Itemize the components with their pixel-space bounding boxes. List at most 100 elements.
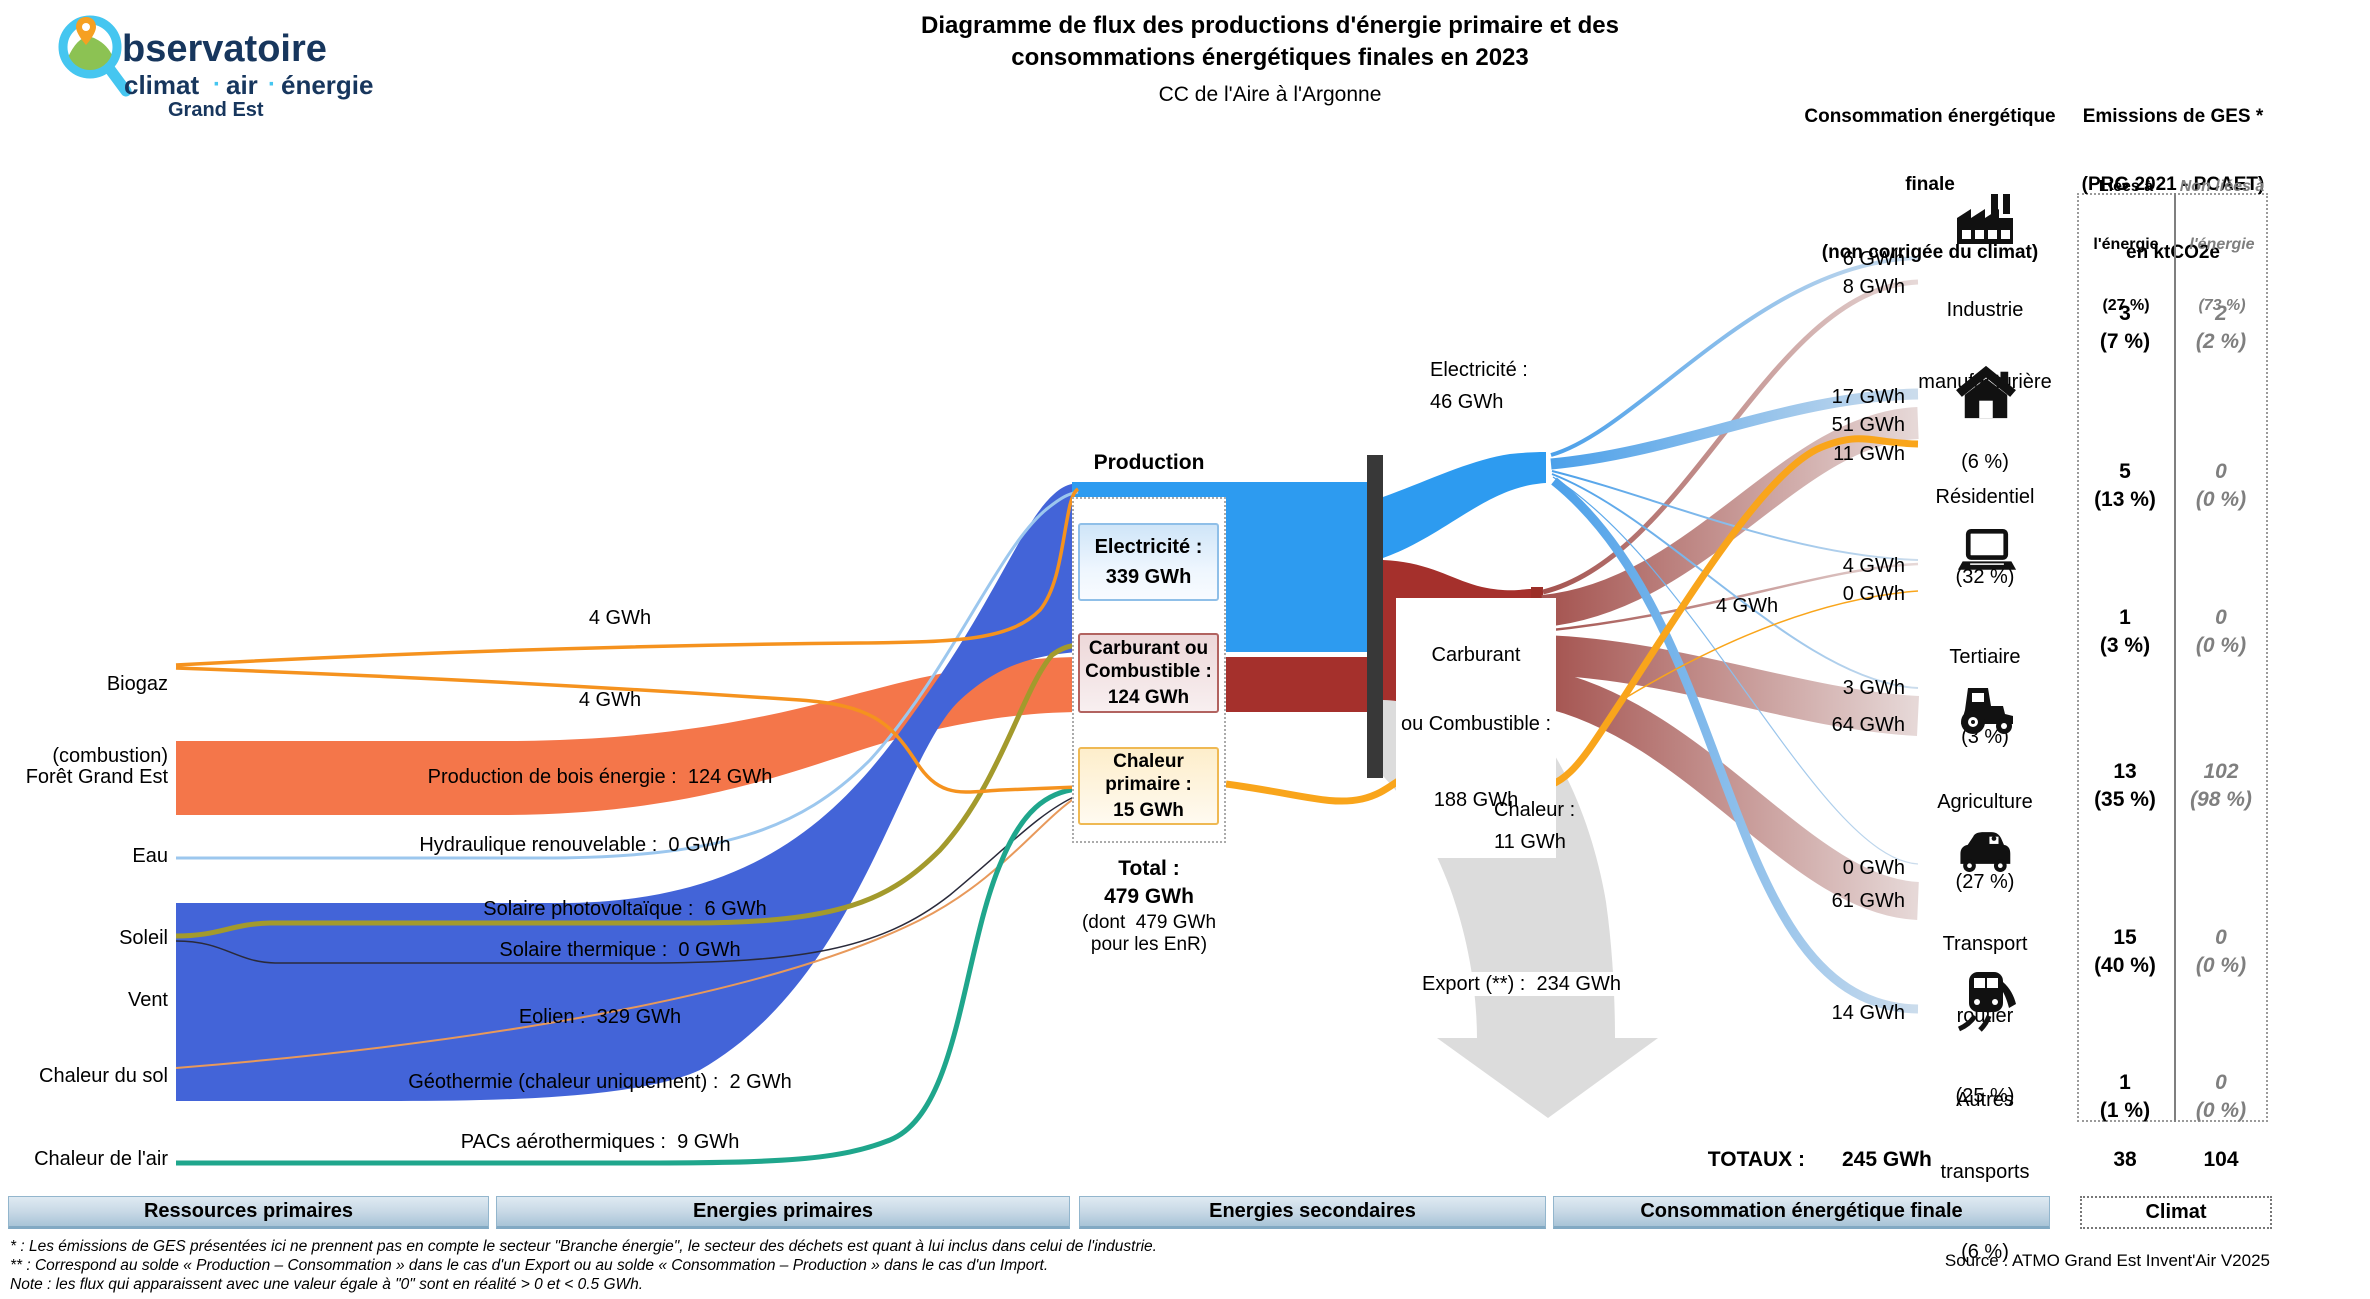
label-hydraulique: Hydraulique renouvelable : 0 GWh [419, 834, 731, 856]
ges-table-box [2077, 193, 2268, 1122]
ges-autres-non-energie: 0 (0 %) [2195, 1071, 2247, 1122]
sector-transport-routier: Transport routier (25 %) [1942, 933, 2028, 1107]
source-vent: Vent [127, 989, 168, 1011]
branch-elec-tertiaire [1551, 470, 1919, 561]
secondary-chaleur-value: 11 GWh [1494, 831, 1566, 853]
laptop-icon [1957, 528, 2017, 570]
ges-tertiaire-energie: 1 (3 %) [2099, 606, 2151, 657]
flow-biogaz-chaleur [175, 666, 1079, 794]
logo-region: Grand Est [168, 99, 264, 121]
data-source: Source : ATMO Grand Est Invent'Air V2025 [1944, 1251, 2270, 1270]
branch-elec-transport [1552, 476, 1919, 865]
logo-word-energie: énergie [281, 70, 374, 100]
ges-residentiel-energie: 5 (13 %) [2094, 460, 2156, 511]
flow-export-arrowhead [1437, 1038, 1658, 1118]
label-carb-tertiaire: 4 GWh [1715, 595, 1779, 617]
flow-biogaz-elec [175, 487, 1080, 667]
secondary-elec-label: Electricité : [1430, 359, 1528, 381]
inflow-tertiaire-1: 4 GWh [1842, 555, 1905, 577]
inflow-agriculture-carb: 64 GWh [1831, 714, 1905, 736]
ges-residentiel-non-energie: 0 (0 %) [2195, 460, 2247, 511]
footnote-1: * : Les émissions de GES présentées ici … [10, 1238, 1157, 1255]
car-icon [1960, 832, 2011, 873]
totaux-label: TOTAUX : [1707, 1148, 1805, 1171]
totaux-ges-non-energie: 104 [2203, 1148, 2239, 1171]
secondary-chaleur-label: Chaleur : [1494, 799, 1576, 821]
flow-carburant-column [1226, 657, 1367, 712]
branch-elec-autres [1551, 477, 1919, 1014]
inflow-residentiel-chaleur: 11 GWh [1833, 443, 1905, 465]
source-chaleur-sol: Chaleur du sol [39, 1065, 168, 1087]
ges-col1-header: Liées à l'énergie (27 %) [2093, 178, 2159, 314]
factory-icon [1957, 194, 2013, 244]
sankey-separator-bar [1367, 455, 1383, 778]
ges-header: Emissions de GES * (PRG 2021 - PCAET) en… [2081, 105, 2265, 264]
ges-col2-header: Non liées à l'énergie (73 %) [2179, 178, 2265, 314]
flow-hydraulique [176, 490, 1079, 860]
production-total-note1: (dont 479 GWh [1081, 912, 1217, 933]
label-pacs: PACs aérothermiques : 9 GWh [460, 1131, 740, 1153]
production-total-note2: pour les EnR) [1090, 934, 1208, 955]
ges-industrie-non-energie: 2 (2 %) [2195, 302, 2247, 353]
conso-header: Consommation énergétique finale (non cor… [1804, 105, 2056, 264]
branch-elec-industrie [1550, 256, 1919, 457]
logo-dot-2: · [268, 71, 276, 98]
map-pin-dot [82, 23, 90, 31]
source-eau: Eau [132, 845, 168, 867]
logo-word-climat: climat [124, 70, 199, 100]
flow-solaire-pv [175, 642, 1079, 939]
branch-elec-agriculture [1551, 473, 1919, 689]
magnifier-handle [103, 62, 132, 97]
label-biogaz-chaleur: 4 GWh [578, 689, 642, 711]
sector-autres-transports: Autres transports (6 %) [1940, 1089, 2030, 1263]
legend-energies-secondaires: Energies secondaires [1079, 1196, 1546, 1229]
source-biogaz: Biogaz (combustion) [52, 673, 168, 767]
inflow-transport-elec: 0 GWh [1842, 857, 1905, 879]
ges-transport-energie: 15 (40 %) [2094, 926, 2156, 977]
production-total-label: Total : [1118, 857, 1180, 880]
label-bois: Production de bois énergie : 124 GWh [427, 766, 773, 788]
source-chaleur-air: Chaleur de l'air [34, 1148, 168, 1170]
flow-chaleur-tertiaire [1621, 590, 1919, 701]
logo-dot-1: · [213, 71, 221, 98]
legend-climat: Climat [2080, 1196, 2272, 1229]
page-title-line2: consommations énergétiques finales en 20… [1011, 44, 1529, 71]
label-geothermie: Géothermie (chaleur uniquement) : 2 GWh [408, 1071, 792, 1093]
export-label: Export (**) : 234 GWh [1418, 972, 1625, 996]
ges-table-divider [2174, 193, 2176, 1122]
ges-agriculture-energie: 13 (35 %) [2094, 760, 2156, 811]
flow-elec-conso [1383, 452, 1546, 558]
inflow-residentiel-elec: 17 GWh [1831, 386, 1905, 408]
inflow-industrie-elec: 6 GWh [1842, 248, 1905, 270]
ges-tertiaire-non-energie: 0 (0 %) [2195, 606, 2247, 657]
sector-residentiel: Résidentiel (32 %) [1935, 486, 2035, 588]
flow-pacs [176, 786, 1079, 1166]
sector-agriculture: Agriculture (27 %) [1937, 791, 2033, 893]
footnote-2: ** : Correspond au solde « Production – … [10, 1257, 1049, 1274]
inflow-tertiaire-2: 0 GWh [1842, 583, 1905, 605]
branch-carb-residentiel [1541, 407, 1920, 627]
flow-chaleur [1225, 435, 1919, 805]
sector-industrie: Industrie manufacturière (6 %) [1918, 299, 2051, 473]
label-pv: Solaire photovoltaïque : 6 GWh [483, 898, 767, 920]
tractor-icon [1961, 688, 2013, 734]
flow-geothermie [175, 795, 1079, 1069]
ges-industrie-energie: 3 (7 %) [2099, 302, 2151, 353]
secondary-carb-label: Carburant ou Combustible : 188 GWh [1396, 598, 1556, 858]
legend-consommation-finale: Consommation énergétique finale [1553, 1196, 2050, 1229]
label-eolien: Eolien : 329 GWh [518, 1006, 682, 1028]
ges-agriculture-non-energie: 102 (98 %) [2190, 760, 2252, 811]
logo-name: bservatoire [122, 28, 327, 70]
train-icon [1957, 972, 2016, 1032]
production-box-chaleur: Chaleur primaire : 15 GWh [1078, 747, 1219, 825]
production-header: Production [1093, 451, 1205, 474]
source-foret: Forêt Grand Est [25, 766, 168, 788]
ges-autres-energie: 1 (1 %) [2099, 1071, 2151, 1122]
page-subtitle: CC de l'Aire à l'Argonne [1158, 83, 1382, 106]
label-thermique: Solaire thermique : 0 GWh [499, 939, 741, 961]
secondary-elec-value: 46 GWh [1430, 391, 1504, 413]
house-icon [1956, 365, 2016, 419]
branch-carb-agriculture [1542, 635, 1920, 736]
ges-transport-non-energie: 0 (0 %) [2195, 926, 2247, 977]
